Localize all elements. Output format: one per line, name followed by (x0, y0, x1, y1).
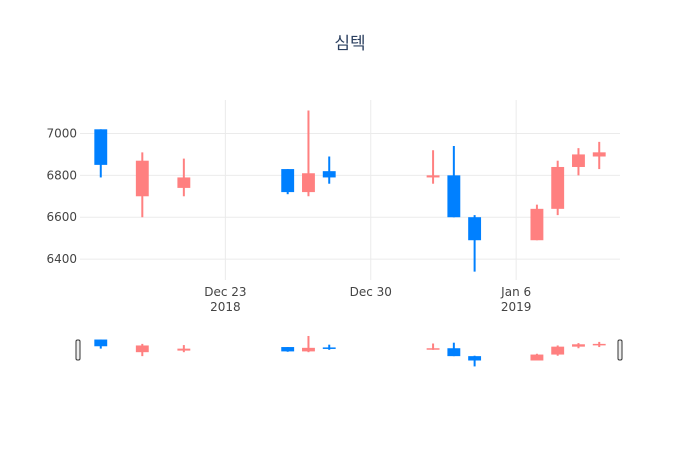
candle-body (551, 166, 565, 209)
y-tick-label: 7000 (46, 126, 77, 140)
slider-candle-body (572, 344, 585, 347)
slider-candle-body (447, 348, 461, 357)
slider-candle-body (551, 346, 565, 355)
range-slider[interactable] (75, 335, 623, 367)
candle-body (426, 175, 440, 178)
slider-candle-body (177, 348, 191, 351)
slider-candle-body (281, 347, 295, 352)
slider-candle-body (322, 347, 336, 349)
slider-candle-body (530, 354, 544, 361)
slider-handle-right[interactable] (617, 339, 623, 361)
x-tick-sublabel: 2018 (210, 300, 241, 314)
candle-body (94, 129, 108, 165)
candles-layer (94, 110, 606, 272)
grid-layer (80, 100, 620, 280)
slider-candle-body (468, 356, 482, 361)
x-tick-label: Dec 23 (204, 285, 246, 299)
x-tick-label: Jan 6 (500, 285, 531, 299)
y-tick-label: 6800 (46, 168, 77, 182)
slider-candle-body (426, 348, 440, 350)
candle-body (322, 171, 336, 178)
candle-body (468, 217, 482, 241)
candle-body (592, 152, 606, 157)
candle-body (302, 173, 315, 193)
slider-candle-body (302, 347, 315, 352)
x-tick-sublabel: 2019 (501, 300, 532, 314)
candle-body (530, 208, 544, 241)
candle-body (447, 175, 461, 218)
slider-candle-body (135, 345, 149, 353)
slider-handle-left[interactable] (75, 339, 81, 361)
candle-body (572, 154, 585, 167)
chart-title: 심텍 (334, 34, 365, 54)
slider-candle-body (94, 339, 108, 347)
y-axis: 6400 6600 6800 7000 (46, 126, 77, 266)
y-tick-label: 6400 (46, 252, 77, 266)
y-tick-label: 6600 (46, 210, 77, 224)
x-tick-label: Dec 30 (350, 285, 392, 299)
candle-body (177, 177, 191, 188)
slider-candle-body (592, 343, 606, 346)
candle-body (135, 160, 149, 197)
candle-body (281, 169, 295, 193)
